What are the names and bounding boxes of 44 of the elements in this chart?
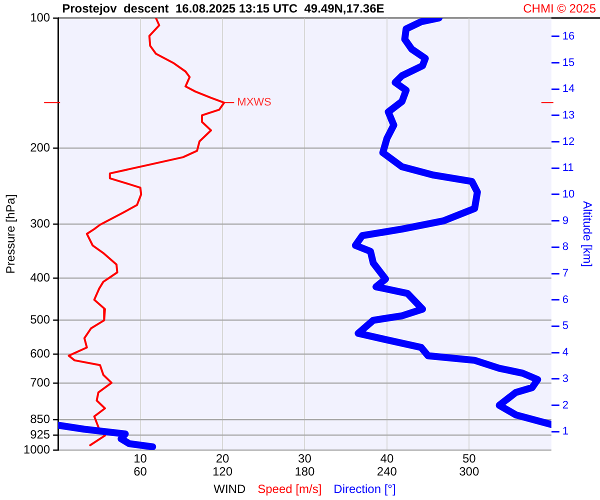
- x2-tick-label: 180: [294, 464, 316, 478]
- y2-tick-label: 12: [562, 136, 575, 148]
- x-tick-label: 20: [216, 451, 230, 466]
- x2-tick-label: 60: [134, 464, 148, 478]
- x2-tick-label: 240: [376, 464, 398, 478]
- y-tick-label: 500: [30, 312, 50, 326]
- x-tick-label: 10: [134, 451, 148, 466]
- text: Speed [m/s]: [258, 482, 322, 496]
- y-tick-label: 925: [30, 428, 50, 442]
- x-tick-label: 50: [462, 451, 476, 466]
- text: CHMI © 2025: [523, 1, 596, 16]
- x2-tick-label: 300: [459, 464, 480, 478]
- y-tick-label: 850: [30, 412, 50, 426]
- y2-tick-label: 9: [562, 214, 568, 227]
- y-tick-label: 700: [30, 375, 50, 390]
- x-axis-title: WIND: [214, 482, 246, 496]
- y2-tick-label: 3: [562, 372, 568, 385]
- y-tick-label: 100: [30, 10, 50, 24]
- chart-title: Prostejov descent 16.08.2025 13:15 UTC 49.49N,17.36E: [62, 1, 384, 16]
- y-tick-label: 300: [30, 216, 50, 230]
- y2-tick-label: 14: [562, 83, 575, 96]
- annotation: MXWS: [237, 96, 272, 109]
- y-tick-label: 1000: [23, 442, 50, 456]
- x2-tick-label: 120: [212, 464, 233, 478]
- x-tick-label: 40: [380, 451, 394, 466]
- y2-tick-label: 11: [562, 162, 574, 174]
- y2-tick-label: 7: [562, 268, 568, 280]
- y-tick-label: 600: [30, 346, 50, 360]
- y-tick-label: 200: [30, 140, 50, 154]
- y2-tick-label: 4: [562, 346, 568, 359]
- y2-tick-label: 16: [562, 30, 575, 42]
- y2-tick-label: 13: [562, 109, 575, 122]
- y2-tick-label: 2: [562, 399, 568, 412]
- y2-tick-label: 5: [562, 320, 568, 332]
- y-tick-label: 400: [30, 270, 50, 284]
- text: Direction [°]: [334, 482, 396, 496]
- y2-tick-label: 1: [562, 426, 568, 438]
- y-axis-title: Pressure [hPa]: [4, 194, 18, 274]
- y2-tick-label: 15: [562, 56, 575, 69]
- y2-tick-label: 10: [562, 188, 575, 201]
- y2-tick-label: 6: [562, 294, 568, 306]
- x-tick-label: 30: [298, 451, 312, 466]
- y2-axis-title: Altitude [km]: [580, 200, 594, 268]
- y2-tick-label: 8: [562, 241, 568, 254]
